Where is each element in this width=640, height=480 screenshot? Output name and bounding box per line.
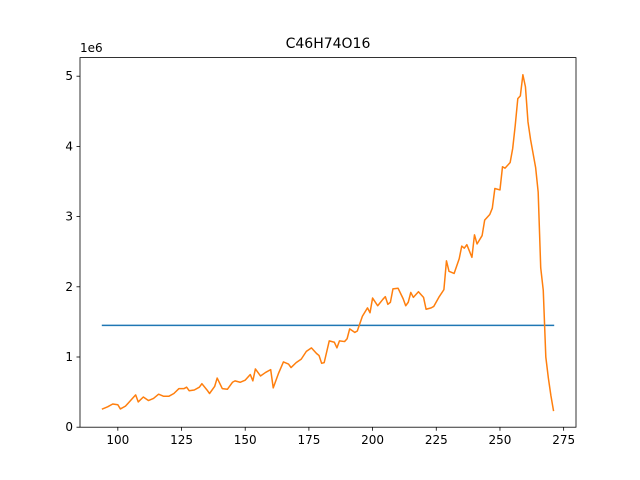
x-tick-label: 200 <box>361 433 384 447</box>
y-tick-label: 2 <box>65 280 73 294</box>
data-line <box>101 74 555 412</box>
x-tick-label: 175 <box>297 433 320 447</box>
x-tick-label: 100 <box>106 433 129 447</box>
y-tick-label: 5 <box>65 69 73 83</box>
x-tick-label: 150 <box>234 433 257 447</box>
y-tick-label: 0 <box>65 420 73 434</box>
plot-frame <box>79 57 577 428</box>
y-tick-label: 1 <box>65 350 73 364</box>
x-tick-label: 125 <box>170 433 193 447</box>
x-tick-label: 225 <box>425 433 448 447</box>
y-tick-label: 4 <box>65 139 73 153</box>
x-tick-label: 275 <box>552 433 575 447</box>
chart-title: C46H74O16 <box>286 36 371 52</box>
y-offset-label: 1e6 <box>80 41 103 55</box>
x-tick-label: 250 <box>489 433 512 447</box>
y-tick-label: 3 <box>65 210 73 224</box>
